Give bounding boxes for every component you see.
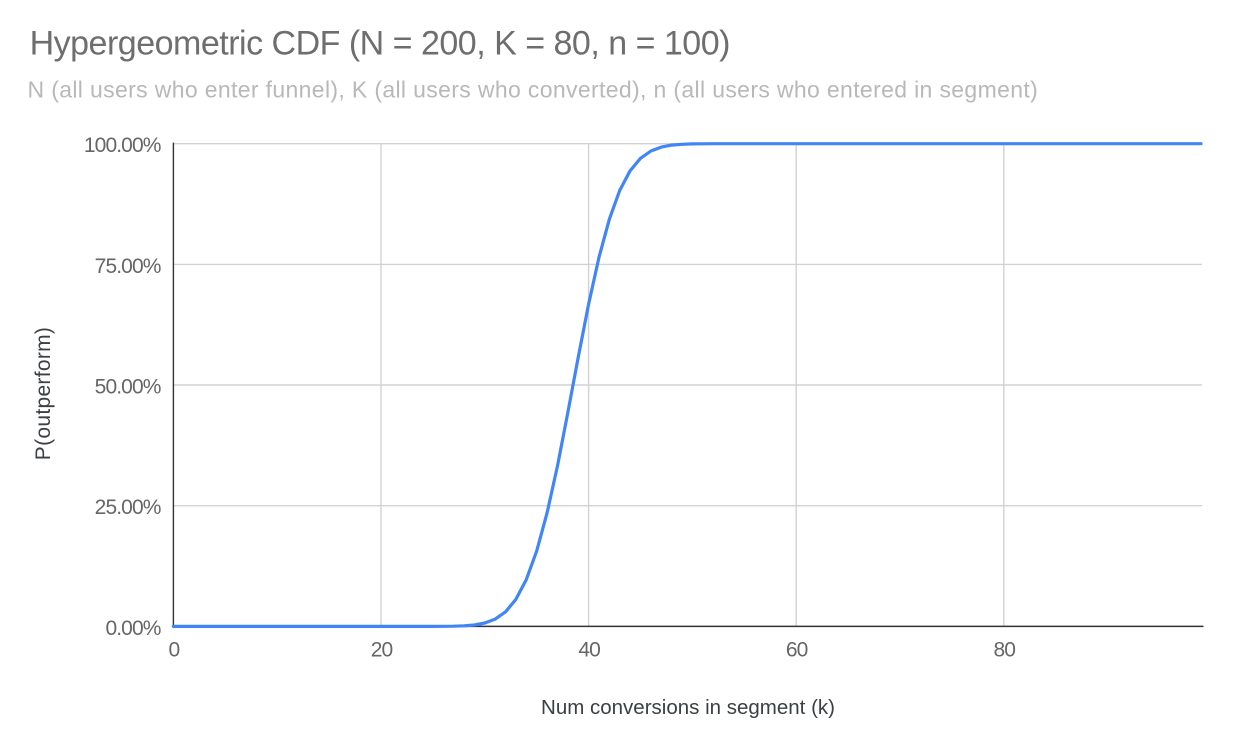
svg-text:20: 20	[371, 639, 393, 662]
svg-text:0: 0	[169, 639, 180, 662]
svg-text:75.00%: 75.00%	[95, 255, 161, 278]
svg-text:80: 80	[994, 639, 1016, 662]
svg-text:0.00%: 0.00%	[105, 617, 160, 640]
svg-text:50.00%: 50.00%	[95, 375, 161, 398]
svg-text:N (all users who enter funnel): N (all users who enter funnel), K (all u…	[28, 77, 1039, 103]
svg-text:40: 40	[578, 639, 600, 662]
svg-text:60: 60	[786, 639, 808, 662]
svg-text:Hypergeometric CDF (N = 200, K: Hypergeometric CDF (N = 200, K = 80, n =…	[30, 25, 730, 63]
svg-text:100.00%: 100.00%	[84, 134, 161, 157]
svg-text:Num conversions in segment (k): Num conversions in segment (k)	[541, 696, 835, 719]
svg-text:25.00%: 25.00%	[95, 496, 161, 519]
svg-text:P(outperform): P(outperform)	[32, 327, 55, 460]
